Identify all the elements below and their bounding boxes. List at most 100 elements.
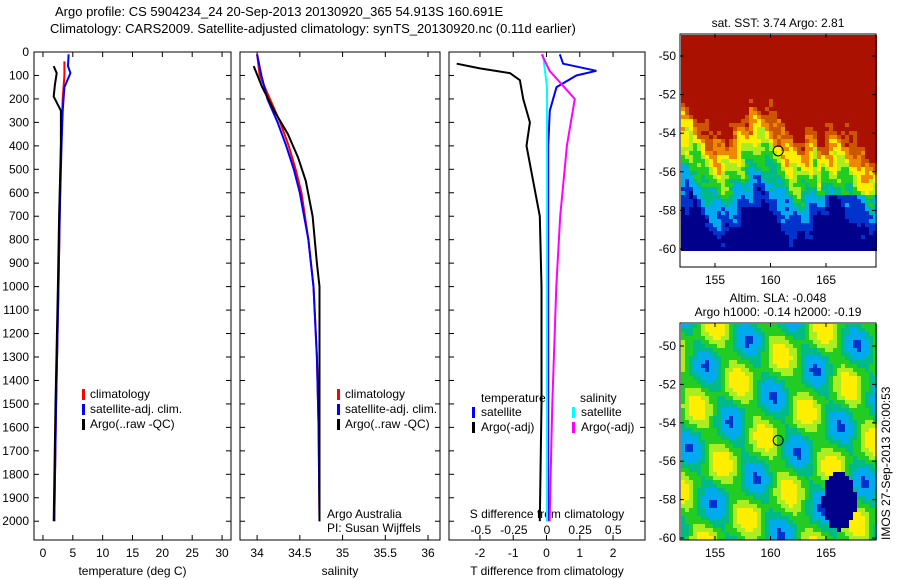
map-cell (749, 183, 753, 187)
map-cell (769, 227, 773, 231)
map-cell (737, 464, 741, 468)
map-cell (789, 416, 793, 420)
map-cell (845, 167, 849, 171)
map-cell (817, 412, 821, 416)
map-cell (841, 480, 845, 484)
map-cell (849, 39, 853, 43)
map-cell (869, 336, 873, 340)
map-cell (857, 432, 861, 436)
map-cell (849, 175, 853, 179)
map-cell (797, 428, 801, 432)
map-cell (789, 139, 793, 143)
map-cell (817, 75, 821, 79)
map-cell (705, 211, 709, 215)
map-cell (713, 75, 717, 79)
map-cell (817, 436, 821, 440)
map-cell (849, 43, 853, 47)
map-cell (701, 219, 705, 223)
map-cell (821, 131, 825, 135)
map-cell (813, 227, 817, 231)
map-cell (825, 223, 829, 227)
map-cell (821, 183, 825, 187)
map-cell (797, 79, 801, 83)
map-cell (781, 67, 785, 71)
map-cell (849, 63, 853, 67)
map-cell (733, 47, 737, 51)
map-cell (865, 376, 869, 380)
map-cell (769, 408, 773, 412)
map-cell (689, 235, 693, 239)
credit-text: Argo Australia (327, 507, 402, 521)
map-cell (829, 223, 833, 227)
map-cell (753, 488, 757, 492)
map-cell (821, 127, 825, 131)
map-cell (729, 43, 733, 47)
map-cell (741, 440, 745, 444)
map-cell (733, 55, 737, 59)
map-cell (685, 239, 689, 243)
map-cell (681, 392, 685, 396)
map-cell (821, 99, 825, 103)
map-cell (829, 119, 833, 123)
map-cell (797, 344, 801, 348)
map-cell (821, 476, 825, 480)
map-cell (849, 324, 853, 328)
map-cell (693, 155, 697, 159)
map-cell (829, 324, 833, 328)
map-cell (705, 396, 709, 400)
map-cell (733, 227, 737, 231)
map-cell (797, 151, 801, 155)
map-cell (833, 372, 837, 376)
map-cell (829, 243, 833, 247)
map-cell (697, 352, 701, 356)
map-cell (801, 207, 805, 211)
map-cell (685, 472, 689, 476)
map-cell (829, 79, 833, 83)
map-cell (721, 376, 725, 380)
map-cell (833, 115, 837, 119)
map-cell (749, 103, 753, 107)
map-cell (705, 207, 709, 211)
map-cell (857, 187, 861, 191)
map-cell (693, 348, 697, 352)
map-cell (829, 440, 833, 444)
map-cell (841, 448, 845, 452)
map-cell (685, 103, 689, 107)
map-cell (769, 103, 773, 107)
legend-label: climatology (90, 387, 150, 401)
map-cell (793, 75, 797, 79)
map-cell (777, 231, 781, 235)
map-cell (861, 448, 865, 452)
y-tick-label: 1800 (2, 467, 29, 481)
map-cell (817, 91, 821, 95)
map-cell (869, 476, 873, 480)
map-cell (805, 83, 809, 87)
map-cell (685, 43, 689, 47)
map-cell (725, 139, 729, 143)
map-cell (713, 227, 717, 231)
map-cell (765, 179, 769, 183)
map-cell (845, 436, 849, 440)
map-cell (741, 123, 745, 127)
map-cell (781, 412, 785, 416)
map-cell (757, 352, 761, 356)
map-cell (817, 139, 821, 143)
map-cell (797, 340, 801, 344)
map-cell (717, 376, 721, 380)
map-cell (685, 332, 689, 336)
map-cell (709, 492, 713, 496)
map-cell (749, 143, 753, 147)
map-cell (753, 436, 757, 440)
map-cell (821, 247, 825, 251)
map-cell (837, 412, 841, 416)
map-cell (693, 187, 697, 191)
map-cell (853, 195, 857, 199)
map-cell (713, 340, 717, 344)
map-cell (705, 348, 709, 352)
map-cell (817, 119, 821, 123)
map-cell (753, 127, 757, 131)
map-cell (865, 396, 869, 400)
map-cell (765, 436, 769, 440)
map-cell (693, 195, 697, 199)
map-cell (701, 155, 705, 159)
